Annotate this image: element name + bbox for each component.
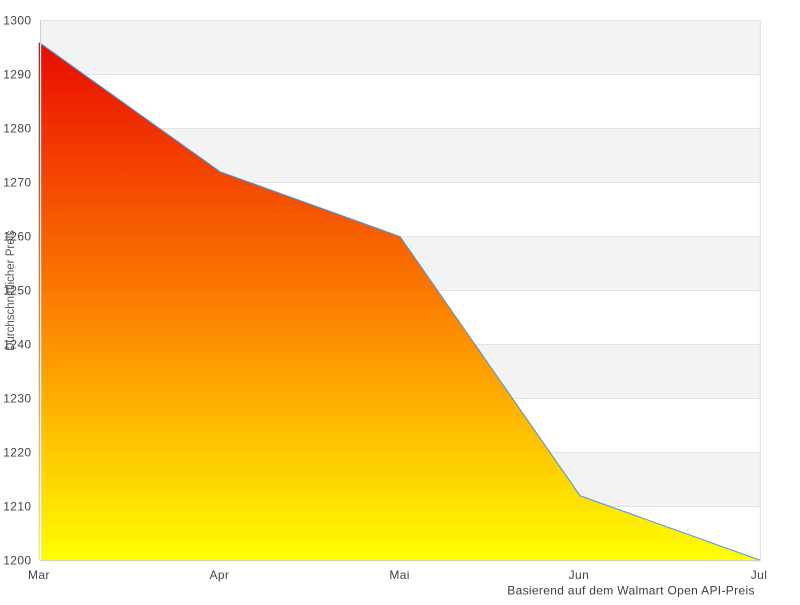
svg-text:Jul: Jul (751, 568, 768, 582)
svg-text:Mai: Mai (389, 568, 410, 582)
svg-text:1200: 1200 (3, 553, 31, 567)
svg-text:1300: 1300 (3, 13, 31, 27)
svg-text:Apr: Apr (209, 568, 229, 582)
svg-text:1270: 1270 (3, 175, 31, 189)
svg-text:1230: 1230 (3, 391, 31, 405)
svg-text:1210: 1210 (3, 499, 31, 513)
svg-text:1290: 1290 (3, 67, 31, 81)
svg-text:1240: 1240 (3, 337, 31, 351)
svg-text:1220: 1220 (3, 445, 31, 459)
svg-text:1280: 1280 (3, 121, 31, 135)
svg-text:Basierend auf dem Walmart Open: Basierend auf dem Walmart Open API-Preis (507, 584, 755, 598)
svg-text:Mar: Mar (28, 568, 50, 582)
svg-text:Jun: Jun (569, 568, 590, 582)
svg-text:1260: 1260 (3, 229, 31, 243)
svg-text:1250: 1250 (3, 283, 31, 297)
svg-text:Durchschnittlicher Preis: Durchschnittlicher Preis (5, 230, 17, 351)
